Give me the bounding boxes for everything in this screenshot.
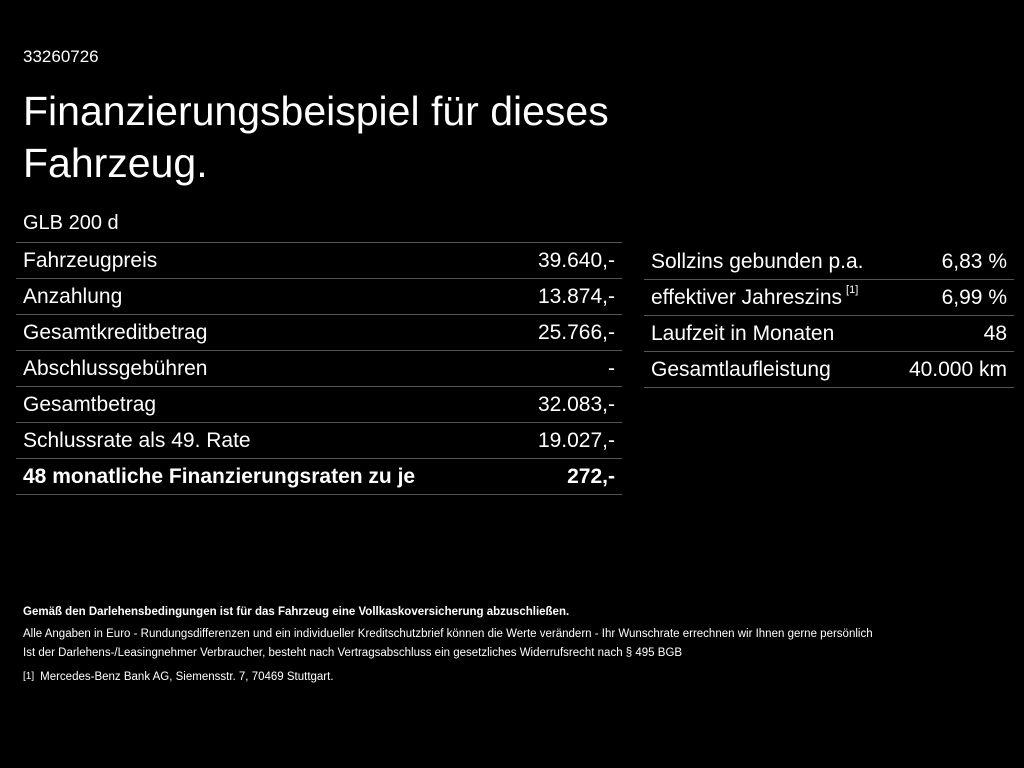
row-value: 13.874,- [537, 284, 615, 308]
footnote-mark: [1] [23, 671, 35, 682]
page-title: Finanzierungsbeispiel für dieses Fahrzeu… [23, 88, 609, 186]
table-row: Anzahlung 13.874,- [16, 279, 622, 315]
table-row: effektiver Jahreszins [1] 6,99 % [644, 280, 1014, 316]
disclaimer-line: Alle Angaben in Euro - Rundungsdifferenz… [23, 628, 873, 640]
row-label: Gesamtbetrag [23, 392, 157, 416]
row-value: 32.083,- [537, 392, 615, 416]
row-value: 39.640,- [537, 248, 615, 272]
row-label: 48 monatliche Finanzierungsraten zu je [23, 464, 416, 488]
offer-id: 33260726 [23, 47, 99, 66]
row-value: 40.000 km [908, 357, 1007, 381]
row-label: Laufzeit in Monaten [651, 321, 835, 345]
table-row: Fahrzeugpreis 39.640,- [16, 243, 622, 279]
insurance-note: Gemäß den Darlehensbedingungen ist für d… [23, 606, 570, 618]
monthly-rate-row: 48 monatliche Finanzierungsraten zu je 27… [16, 459, 622, 495]
table-row: Gesamtkreditbetrag 25.766,- [16, 315, 622, 351]
table-row: Gesamtlaufleistung 40.000 km [644, 352, 1014, 388]
row-label: Gesamtkreditbetrag [23, 320, 208, 344]
row-value: 6,83 % [941, 249, 1007, 273]
footnote-ref: [1] [846, 283, 859, 296]
footnote-text: Mercedes-Benz Bank AG, Siemensstr. 7, 70… [40, 671, 334, 683]
row-value: 272,- [567, 464, 615, 488]
footnote: [1] Mercedes-Benz Bank AG, Siemensstr. 7,… [23, 671, 334, 683]
row-value: 6,99 % [941, 285, 1007, 309]
table-row: Abschlussgebühren - [16, 351, 622, 387]
table-row: Gesamtbetrag 32.083,- [16, 387, 622, 423]
row-label: Abschlussgebühren [23, 356, 208, 380]
row-value: 48 [983, 321, 1007, 345]
row-label: Schlussrate als 49. Rate [23, 428, 251, 452]
disclaimer-line: Ist der Darlehens-/Leasingnehmer Verbrau… [23, 647, 683, 659]
row-label: Sollzins gebunden p.a. [651, 249, 864, 273]
row-label: Anzahlung [23, 284, 123, 308]
financing-table: Fahrzeugpreis 39.640,- Anzahlung 13.874,- … [16, 242, 622, 495]
model-name: GLB 200 d [23, 212, 119, 234]
row-value: 19.027,- [537, 428, 615, 452]
row-label: Fahrzeugpreis [23, 248, 158, 272]
row-label: Gesamtlaufleistung [651, 357, 831, 381]
table-row: Laufzeit in Monaten 48 [644, 316, 1014, 352]
row-value: - [608, 356, 615, 380]
interest-table: Sollzins gebunden p.a. 6,83 % effektiver … [644, 244, 1014, 388]
row-value: 25.766,- [537, 320, 615, 344]
table-row: Sollzins gebunden p.a. 6,83 % [644, 244, 1014, 280]
table-row: Schlussrate als 49. Rate 19.027,- [16, 423, 622, 459]
row-label: effektiver Jahreszins [1] [651, 283, 859, 310]
row-label-text: effektiver Jahreszins [651, 285, 843, 309]
